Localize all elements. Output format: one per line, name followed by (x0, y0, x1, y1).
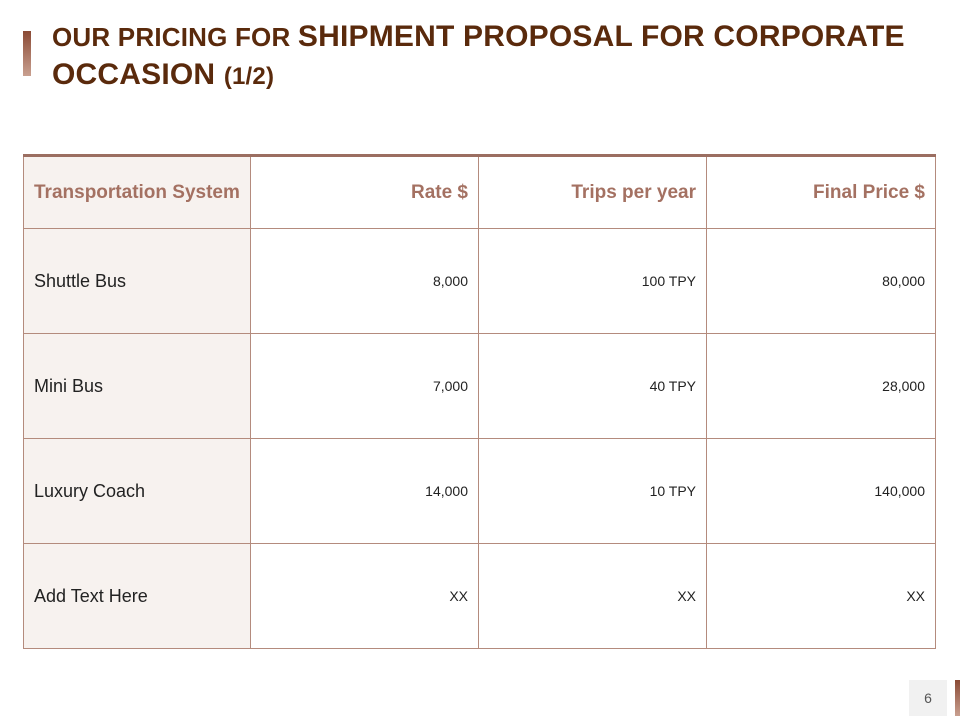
row-final-price: 140,000 (706, 438, 936, 544)
row-trips: 100 TPY (478, 228, 707, 334)
row-trips: XX (478, 543, 707, 649)
table-row: Shuttle Bus 8,000 100 TPY 80,000 (23, 228, 936, 334)
row-rate: 14,000 (250, 438, 479, 544)
title-part-1: OUR PRICING FOR (52, 22, 298, 52)
row-final-price: XX (706, 543, 936, 649)
page-number: 6 (909, 680, 947, 716)
row-name: Shuttle Bus (23, 228, 251, 334)
header-final-price: Final Price $ (706, 155, 936, 229)
title-part-2: SHIPMENT PROPOSAL FOR CORPORATE OCCASION (52, 20, 905, 91)
row-name: Luxury Coach (23, 438, 251, 544)
table-row: Luxury Coach 14,000 10 TPY 140,000 (23, 438, 936, 544)
row-name: Add Text Here (23, 543, 251, 649)
row-trips: 40 TPY (478, 333, 707, 439)
title-part-3: (1/2) (223, 63, 275, 90)
row-rate: 8,000 (250, 228, 479, 334)
table-row: Mini Bus 7,000 40 TPY 28,000 (23, 333, 936, 439)
table-header-row: Transportation System Rate $ Trips per y… (23, 155, 936, 229)
page-number-accent-bar (955, 680, 960, 716)
row-final-price: 28,000 (706, 333, 936, 439)
row-rate: XX (250, 543, 479, 649)
header-rate: Rate $ (250, 155, 479, 229)
row-trips: 10 TPY (478, 438, 707, 544)
row-rate: 7,000 (250, 333, 479, 439)
title-accent-bar (23, 31, 31, 76)
row-final-price: 80,000 (706, 228, 936, 334)
page-title: OUR PRICING FOR SHIPMENT PROPOSAL FOR CO… (52, 17, 942, 95)
table-row: Add Text Here XX XX XX (23, 543, 936, 649)
header-transportation-system: Transportation System (23, 155, 251, 229)
header-trips-per-year: Trips per year (478, 155, 707, 229)
row-name: Mini Bus (23, 333, 251, 439)
pricing-table: Transportation System Rate $ Trips per y… (23, 154, 936, 649)
